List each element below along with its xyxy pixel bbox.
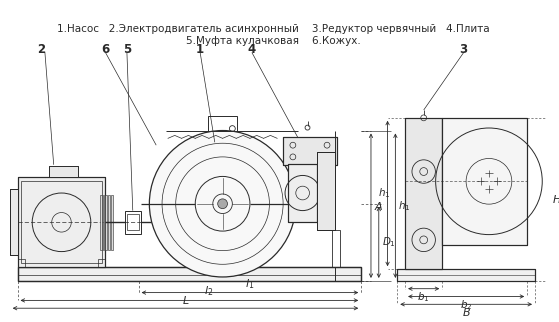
Bar [405, 118, 442, 269]
Bar [108, 195, 110, 250]
Bar [106, 195, 107, 250]
Bar [405, 118, 442, 269]
Text: 5.Муфта кулачковая    6.Кожух.: 5.Муфта кулачковая 6.Кожух. [186, 36, 361, 46]
Bar [442, 118, 527, 245]
Text: $b_2$: $b_2$ [460, 298, 472, 312]
Bar [318, 152, 335, 230]
Bar [288, 164, 318, 222]
Bar [98, 260, 106, 267]
Text: $l_2$: $l_2$ [204, 285, 214, 298]
Bar [332, 230, 340, 267]
Bar [100, 195, 102, 250]
Bar [208, 116, 237, 130]
Bar [49, 166, 78, 177]
Bar [288, 164, 318, 222]
Text: 3: 3 [459, 43, 468, 56]
Text: $h_1$: $h_1$ [378, 187, 391, 200]
Text: 4: 4 [248, 43, 256, 56]
Bar [397, 269, 535, 281]
Circle shape [149, 130, 296, 277]
Bar [17, 267, 361, 281]
Bar [125, 211, 140, 234]
Bar [397, 269, 535, 281]
Text: $l_1$: $l_1$ [245, 277, 254, 291]
Text: $H$: $H$ [552, 194, 559, 205]
Bar [17, 267, 361, 281]
Text: $L$: $L$ [182, 294, 190, 306]
Text: $h_1$: $h_1$ [399, 199, 411, 213]
Bar [21, 181, 102, 263]
Text: 2: 2 [37, 43, 45, 56]
Bar [102, 195, 105, 250]
Bar [10, 189, 17, 255]
Text: 5: 5 [123, 43, 131, 56]
Bar [283, 137, 337, 165]
Bar [127, 214, 139, 230]
Bar [10, 189, 17, 255]
Text: 1.Насос   2.Электродвигатель асинхронный    3.Редуктор червячный   4.Плита: 1.Насос 2.Электродвигатель асинхронный 3… [57, 24, 490, 34]
Circle shape [217, 199, 228, 209]
Text: 1: 1 [196, 43, 204, 56]
Bar [17, 177, 106, 267]
Text: $A$: $A$ [374, 200, 383, 212]
Bar [49, 166, 78, 177]
Bar [283, 137, 337, 165]
Text: $b_1$: $b_1$ [418, 291, 430, 304]
Bar [111, 195, 113, 250]
Bar [17, 177, 106, 267]
Bar [442, 118, 527, 245]
Text: $D_1$: $D_1$ [382, 235, 396, 249]
Bar [17, 260, 25, 267]
Text: 6: 6 [101, 43, 110, 56]
Text: $B$: $B$ [462, 306, 471, 318]
Bar [318, 152, 335, 230]
